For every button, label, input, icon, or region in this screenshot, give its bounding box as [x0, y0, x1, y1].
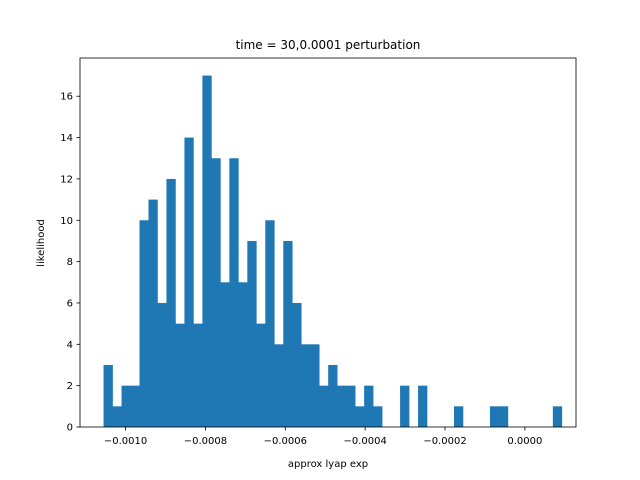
histogram-bar: [400, 385, 410, 427]
histogram-bar: [364, 385, 374, 427]
y-tick-label: 8: [67, 257, 73, 268]
histogram-bar: [166, 178, 176, 427]
histogram-bar: [256, 323, 266, 427]
y-tick-label: 4: [67, 340, 73, 351]
x-tick-label: −0.0010: [104, 436, 147, 447]
histogram-bar: [355, 406, 365, 427]
y-tick-label: 0: [67, 423, 73, 434]
y-tick-label: 2: [67, 381, 73, 392]
histogram-bar: [121, 385, 131, 427]
histogram-bar: [184, 137, 194, 427]
histogram-bar: [310, 344, 320, 427]
histogram-bar: [373, 406, 383, 427]
x-axis-label: approx lyap exp: [288, 459, 368, 470]
x-ticks-group: −0.0010 −0.0008 −0.0006 −0.0004 −0.0002 0.000…: [104, 427, 542, 447]
y-tick-label: 10: [60, 216, 73, 227]
histogram-bar: [265, 220, 275, 427]
histogram-bar: [148, 199, 158, 427]
x-tick-label: −0.0002: [423, 436, 466, 447]
histogram-bar: [211, 158, 221, 427]
histogram-bar: [319, 385, 329, 427]
histogram-bar: [274, 344, 284, 427]
histogram-bar: [301, 344, 311, 427]
histogram-bar: [489, 406, 500, 427]
y-tick-label: 12: [60, 174, 73, 185]
y-ticks-group: 0 2 4 6 8 10 12 14 16: [60, 92, 80, 434]
histogram-bar: [112, 406, 122, 427]
histogram-bar: [193, 323, 203, 427]
histogram-bar: [346, 385, 356, 427]
y-axis-label: likelihood: [36, 219, 47, 267]
histogram-bar: [453, 406, 464, 427]
y-tick-label: 6: [67, 298, 73, 309]
y-tick-label: 14: [60, 133, 73, 144]
x-tick-label: 0.0000: [507, 436, 542, 447]
histogram-bar: [220, 282, 230, 427]
histogram-bar: [202, 75, 212, 428]
plot-frame: [79, 57, 577, 428]
histogram-bar: [283, 240, 293, 427]
histogram-bar: [552, 406, 563, 427]
histogram-bar: [418, 385, 428, 427]
x-tick-label: −0.0004: [343, 436, 386, 447]
histogram-bar: [175, 323, 185, 427]
y-tick-label: 16: [60, 92, 73, 103]
chart-title: time = 30,0.0001 perturbation: [236, 38, 421, 52]
histogram-bar: [157, 302, 167, 427]
bars-group: [103, 75, 563, 428]
x-tick-label: −0.0006: [264, 436, 307, 447]
histogram-bar: [247, 240, 257, 427]
histogram-bar: [337, 385, 347, 427]
histogram-bar: [328, 364, 338, 427]
histogram-bar: [130, 385, 140, 427]
histogram-bar: [229, 158, 239, 427]
histogram-bar: [498, 406, 509, 427]
histogram-bar: [139, 220, 149, 427]
histogram-bar: [103, 364, 113, 427]
histogram-bar: [238, 282, 248, 427]
x-tick-label: −0.0008: [184, 436, 227, 447]
histogram-bar: [292, 302, 302, 427]
